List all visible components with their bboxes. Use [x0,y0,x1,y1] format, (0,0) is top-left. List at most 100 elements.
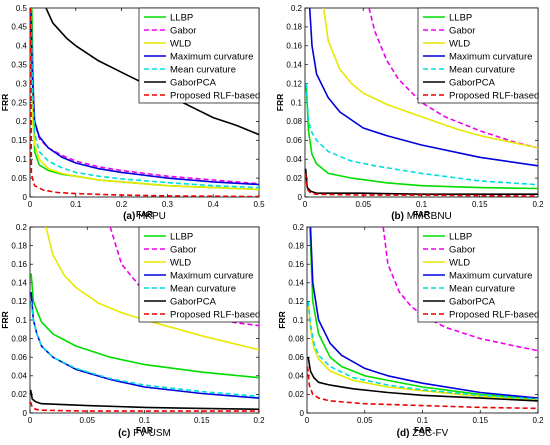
series-line [309,227,538,399]
panel-caption: (b) MMCBNU [391,211,452,222]
y-axis-label: FRR [275,94,285,111]
caption-letter: (d) [397,428,410,439]
series-line [30,8,259,197]
y-tick-label: 0.2 [293,223,305,232]
series-line [30,8,259,191]
series-line [109,227,259,327]
y-tick-label: 0.1 [291,98,303,107]
series-line [30,301,259,398]
chart-panel: 0 0.05 0.1 0.15 0.2 0 0.02 0.04 0.06 0.08 0.1 0.12 0… [0,223,265,439]
x-tick-label: 0 [305,416,310,425]
legend-label: WLD [449,39,470,50]
legend-label: Proposed RLF-based [170,91,260,102]
y-tick-label: 0.16 [288,260,304,269]
y-tick-label: 0.12 [286,79,302,88]
y-tick-label: 0.15 [11,136,27,145]
y-tick-label: 0 [23,409,28,418]
caption-text: HKPU [135,211,166,222]
caption-letter: (b) [391,211,404,222]
series-line [305,168,538,195]
x-tick-label: 0.1 [70,200,82,209]
y-tick-label: 0.45 [11,23,27,32]
y-tick-label: 0.35 [11,61,27,70]
y-tick-label: 0.14 [286,61,302,70]
y-tick-label: 0.04 [288,372,304,381]
y-tick-label: 0.14 [288,279,304,288]
series-line [307,301,538,401]
series-line [30,8,259,189]
legend-label: LLBP [170,232,193,243]
legend-label: Gabor [170,245,196,256]
y-tick-label: 0.4 [16,42,28,51]
y-tick-label: 0.06 [11,353,27,362]
panel-caption: (d) ZSC-FV [397,428,449,439]
legend-label: Mean curvature [170,65,236,76]
series-line [30,389,259,411]
chart-panel: 0 0.05 0.1 0.15 0.2 0 0.02 0.04 0.06 0.08 0.1 0.12 0… [275,4,544,222]
y-tick-label: 0.06 [286,136,302,145]
legend-label: Gabor [449,26,475,37]
caption-text: MMCBNU [404,211,452,222]
series-group [30,8,259,197]
y-axis-label: FRR [0,94,10,111]
x-tick-label: 0.4 [208,200,220,209]
x-axis-label: FAR [136,425,153,435]
x-axis-label: FAR [136,209,153,219]
x-tick-label: 0.15 [472,200,488,209]
x-axis-label: FAR [414,425,431,435]
x-tick-label: 0.2 [532,200,544,209]
series-line [308,8,538,167]
legend-label: Maximum curvature [170,271,253,282]
y-tick-label: 0.16 [286,42,302,51]
y-tick-label: 0.1 [16,155,28,164]
y-tick-label: 0.08 [286,117,302,126]
series-line [307,301,538,400]
y-tick-label: 0.02 [288,390,304,399]
legend-label: GaborPCA [170,297,217,308]
legend-label: Proposed RLF-based [170,310,260,321]
legend-label: Maximum curvature [170,52,253,63]
y-tick-label: 0.3 [16,79,28,88]
x-tick-label: 0.2 [532,416,544,425]
legend-label: Mean curvature [449,65,515,76]
chart-panel: 0 0.1 0.2 0.3 0.4 0.5 0 0.05 0.1 0.15 0.2 0.25 0.3 0.… [0,4,265,222]
series-group [307,227,538,410]
series-line [322,8,538,149]
legend-label: Gabor [449,245,475,256]
series-line [305,83,538,190]
legend-label: LLBP [449,232,472,243]
series-group [30,227,259,412]
series-line [45,227,259,351]
chart-panel: 0 0.05 0.1 0.15 0.2 0 0.02 0.04 0.06 0.08 0.1 0.12 0… [277,223,544,439]
legend-label: Maximum curvature [449,52,532,63]
x-tick-label: 0.2 [116,200,128,209]
y-tick-label: 0 [23,193,28,202]
legend-label: Mean curvature [449,284,515,295]
series-line [368,8,538,149]
y-tick-label: 0.1 [293,316,305,325]
caption-text: FV-USM [130,428,171,439]
y-tick-label: 0.5 [16,4,28,13]
x-tick-label: 0.2 [253,416,265,425]
y-tick-label: 0.04 [11,372,27,381]
y-tick-label: 0.2 [291,4,303,13]
y-tick-label: 0.18 [11,241,27,250]
legend-label: Maximum curvature [449,271,532,282]
x-tick-label: 0.15 [472,416,488,425]
legend-label: GaborPCA [449,78,496,89]
y-axis-label: FRR [277,311,287,328]
y-axis-label: FRR [0,311,10,328]
legend-label: Proposed RLF-based [449,91,539,102]
legend-label: LLBP [170,13,193,24]
y-tick-label: 0 [300,409,305,418]
legend-label: GaborPCA [449,297,496,308]
y-tick-label: 0.16 [11,260,27,269]
y-tick-label: 0.1 [16,316,28,325]
x-tick-label: 0.05 [355,200,371,209]
x-axis-label: FAR [413,209,430,219]
y-tick-label: 0.08 [11,334,27,343]
caption-letter: (a) [123,211,135,222]
series-line [307,357,538,402]
y-tick-label: 0.18 [286,23,302,32]
